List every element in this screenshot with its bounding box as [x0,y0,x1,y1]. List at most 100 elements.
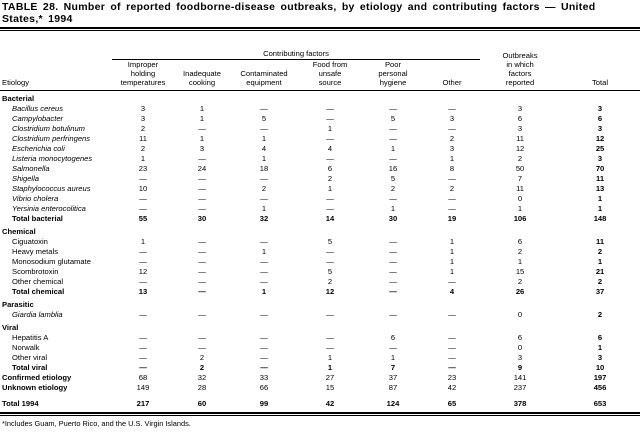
cell-value: — [198,124,206,133]
cell-value: 1 [597,257,603,266]
table-row: Other viral — 2 — 1 1 — 3 3 [0,353,640,363]
cell-value: 30 [197,214,207,223]
column-header-1: Inadequate [182,69,221,78]
cell-value: — [326,104,334,113]
cell-empty [480,323,560,333]
cell-value: 5 [390,174,396,183]
table-row: Other chemical — — — 2 — — 2 2 [0,277,640,287]
footnote: *Includes Guam, Puerto Rico, and the U.S… [2,419,191,428]
header-blank [0,60,112,70]
cell-value: 1 [390,353,396,362]
column-header-3: Food from [312,60,348,69]
cell-value: 28 [197,383,207,392]
cell-value: — [448,204,456,213]
cell-value: 33 [259,373,269,382]
cell-value: — [139,247,147,256]
cell-value: — [260,124,268,133]
cell-value: 15 [515,267,525,276]
cell-value: 10 [138,184,148,193]
table-row: Staphylococcus aureus 10 — 2 1 2 2 11 13 [0,184,640,194]
cell-value: 50 [515,164,525,173]
cell-value: 6 [517,333,523,342]
cell-value: 2 [597,277,603,286]
cell-value: 6 [597,333,603,342]
cell-value: 11 [516,134,524,143]
cell-value: 2 [517,277,523,286]
cell-value: 8 [449,164,455,173]
cell-empty [362,94,424,104]
cell-value: — [326,247,334,256]
cell-value: 12 [595,134,605,143]
cell-value: 9 [517,363,523,372]
cell-value: 1 [261,134,267,143]
cell-value: 149 [136,383,150,392]
cell-value: 23 [138,164,148,173]
cell-value: 12 [325,287,335,296]
cell-value: 32 [197,373,207,382]
row-label: Escherichia coli [12,144,65,153]
cell-empty [230,227,298,237]
cell-empty [424,300,480,310]
cell-value: — [260,267,268,276]
cell-value: — [198,343,206,352]
cell-value: 99 [259,399,269,408]
cell-value: 106 [513,214,527,223]
cell-value: 3 [140,114,146,123]
cell-value: — [260,333,268,342]
cell-value: 2 [199,363,205,372]
cell-value: 3 [449,144,455,153]
cell-value: — [139,363,147,372]
cell-value: — [260,257,268,266]
cell-value: 26 [515,287,525,296]
column-header-6: in which [506,60,534,69]
cell-value: — [389,124,397,133]
cell-empty [298,94,362,104]
table-row: Ciguatoxin 1 — — 5 — 1 6 11 [0,237,640,247]
cell-value: 0 [517,343,523,352]
cell-value: 1 [449,257,455,266]
cell-value: — [389,134,397,143]
cell-empty [174,300,230,310]
cell-empty [424,94,480,104]
row-label: Heavy metals [12,247,59,256]
cell-value: — [448,310,456,319]
cell-value: 2 [390,184,396,193]
cell-value: 11 [516,184,524,193]
cell-value: — [389,310,397,319]
cell-empty [230,300,298,310]
cell-value: 124 [386,399,400,408]
cell-value: 15 [325,383,335,392]
cell-value: — [326,310,334,319]
cell-empty [480,227,560,237]
cell-value: — [448,333,456,342]
cell-value: 141 [513,373,527,382]
cell-value: 1 [390,144,396,153]
column-header-2 [230,60,298,70]
row-label: Confirmed etiology [2,373,72,382]
cell-value: — [198,333,206,342]
cell-value: — [389,257,397,266]
column-header-5 [424,69,480,78]
row-label: Campylobacter [12,114,64,123]
cell-value: 148 [593,214,607,223]
column-header-5: Other [442,78,462,87]
cell-value: — [326,333,334,342]
cell-value: — [139,174,147,183]
cell-value: — [139,353,147,362]
cell-value: 2 [327,174,333,183]
cell-empty [362,300,424,310]
cell-empty [112,94,174,104]
cell-empty [362,323,424,333]
cell-value: — [260,104,268,113]
row-label: Hepatitis A [12,333,49,342]
cell-value: 3 [140,104,146,113]
column-header-0: Improper [127,60,159,69]
cell-value: — [448,174,456,183]
cell-value: — [139,310,147,319]
column-header-4: personal [378,69,408,78]
cell-value: 3 [597,104,603,113]
column-header-7 [560,69,640,78]
cell-value: 65 [447,399,457,408]
cell-value: — [326,134,334,143]
cell-value: 66 [259,383,269,392]
